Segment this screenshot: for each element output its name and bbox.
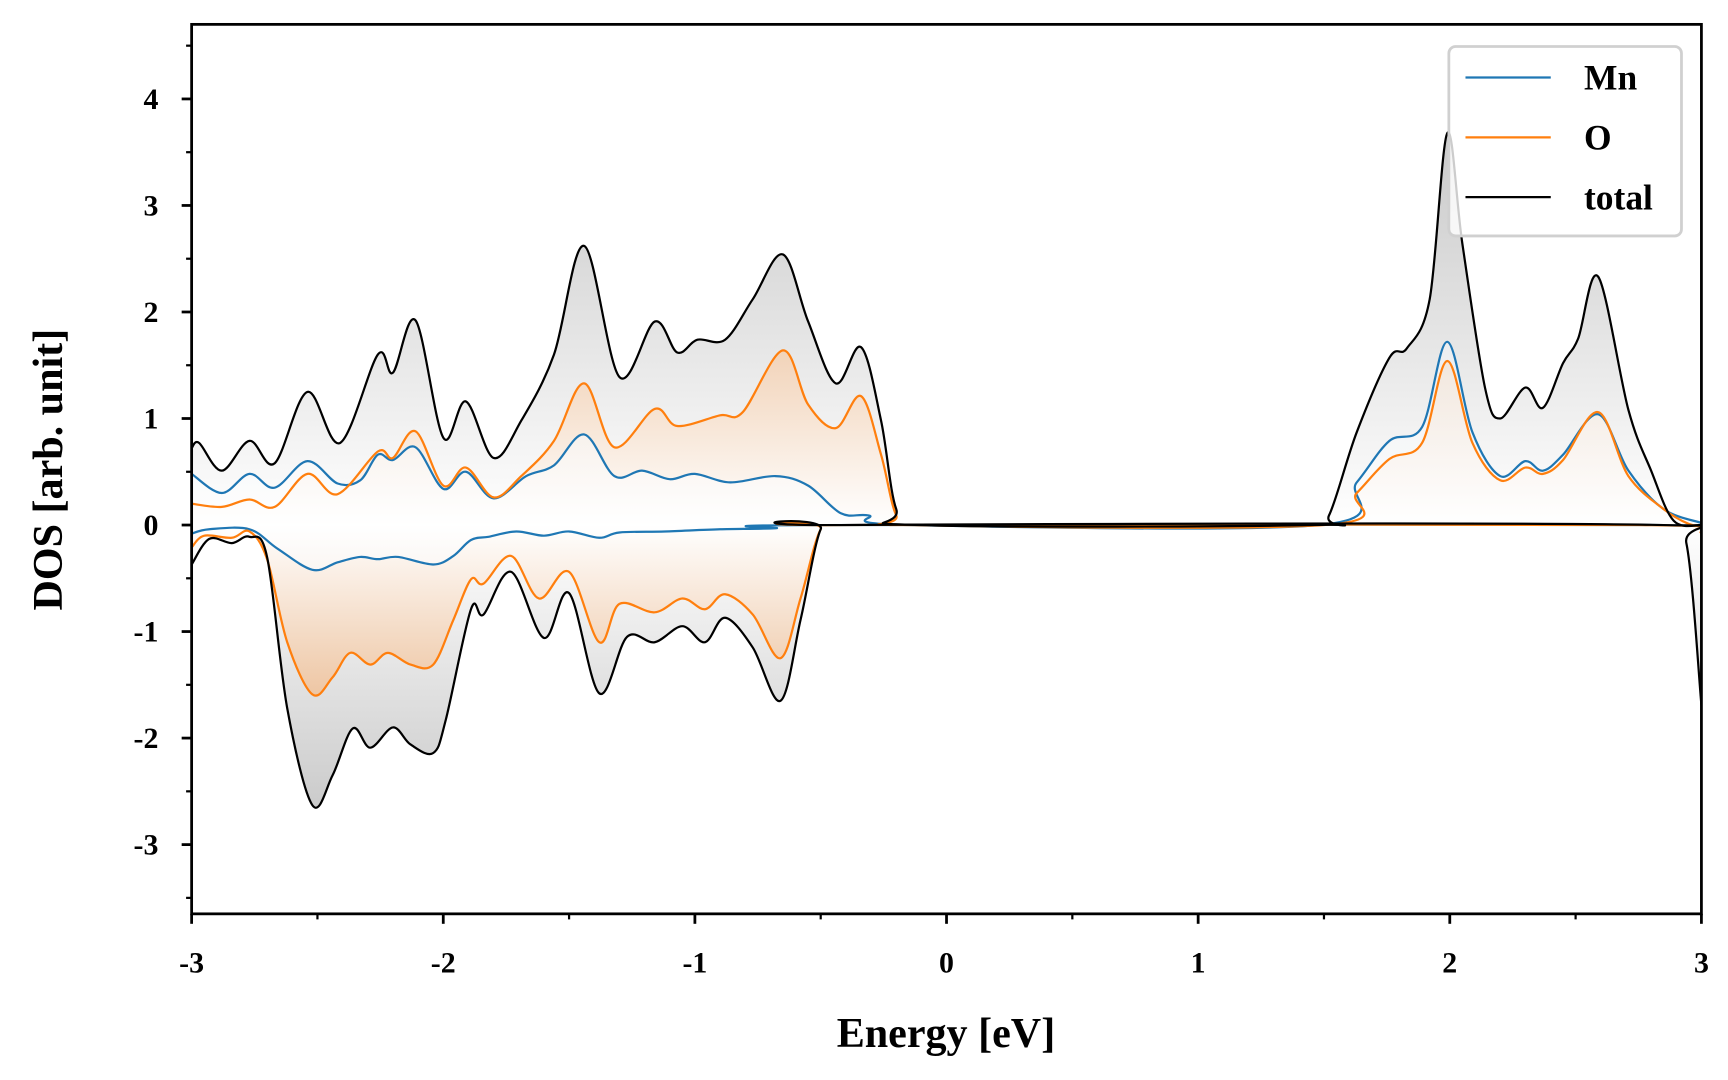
o-down-line <box>191 521 1702 697</box>
mn-up-line <box>191 340 1702 530</box>
x-tick-label: -2 <box>431 947 456 980</box>
y-tick-label: -1 <box>133 616 158 649</box>
y-tick-label: 2 <box>143 296 158 329</box>
legend-label-mn: Mn <box>1584 58 1637 98</box>
total-up-line <box>191 131 1702 528</box>
y-axis-label: DOS [arb. unit] <box>25 329 72 611</box>
x-tick-label: -1 <box>682 947 707 980</box>
x-axis: -3 -2 -1 0 1 2 3 <box>179 913 1709 980</box>
legend-box <box>1447 45 1683 238</box>
y-tick-label: -2 <box>133 722 158 755</box>
x-tick-label: 0 <box>939 947 954 980</box>
x-tick-label: 2 <box>1442 947 1457 980</box>
y-axis: -3 -2 -1 0 1 2 3 4 <box>133 44 192 899</box>
o-down-fill <box>191 522 1702 696</box>
x-tick-label: 3 <box>1694 947 1709 980</box>
y-tick-label: -3 <box>133 829 158 862</box>
x-tick-label: 1 <box>1191 947 1206 980</box>
line-layer <box>191 131 1702 809</box>
total-down-line <box>191 520 1702 809</box>
mn-up-fill <box>191 341 1702 529</box>
x-axis-label: Energy [eV] <box>837 1010 1056 1057</box>
y-tick-label: 4 <box>143 83 158 116</box>
mn-down-fill <box>191 524 1702 571</box>
o-up-line <box>191 349 1702 529</box>
y-tick-label: 0 <box>143 509 158 542</box>
legend-label-o: O <box>1584 118 1612 158</box>
x-tick-label: -3 <box>179 947 204 980</box>
legend-label-total: total <box>1584 177 1653 217</box>
y-tick-label: 1 <box>143 402 158 435</box>
y-tick-label: 3 <box>143 189 158 222</box>
